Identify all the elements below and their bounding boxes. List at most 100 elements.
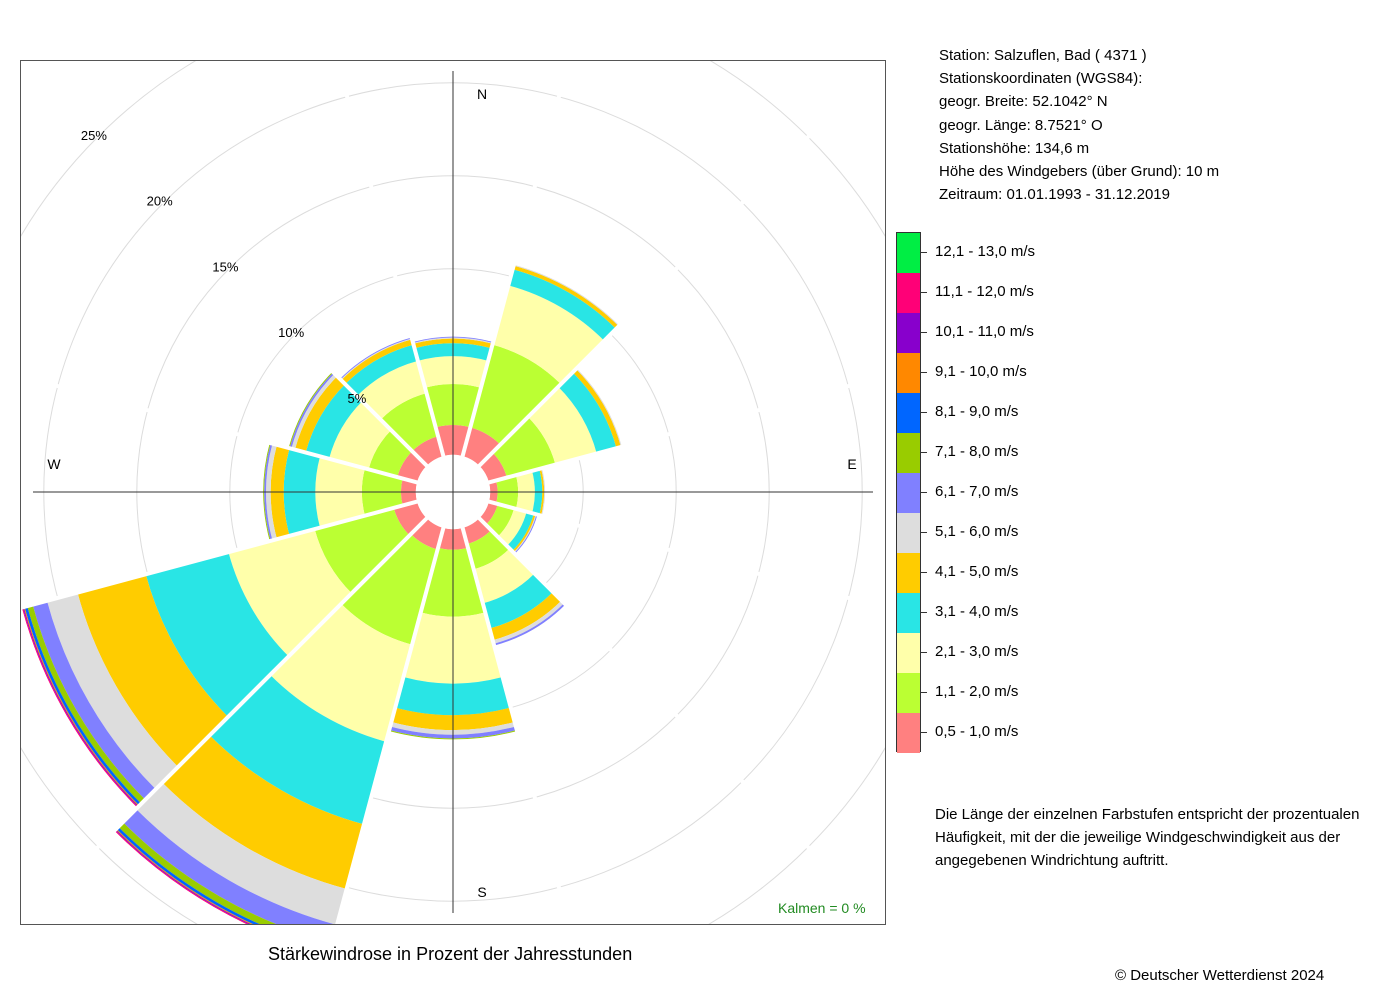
legend-swatch: [897, 593, 920, 633]
legend-label: 11,1 - 12,0 m/s: [935, 283, 1034, 300]
legend-label: 7,1 - 8,0 m/s: [935, 443, 1019, 460]
wind-segment: [492, 600, 565, 644]
legend-swatch: [897, 633, 920, 673]
legend-label: 10,1 - 11,0 m/s: [935, 323, 1034, 340]
sector-gap: [476, 96, 849, 469]
wind-rose-plot-frame: [20, 60, 886, 925]
anemometer-height: Höhe des Windgebers (über Grund): 10 m: [939, 163, 1220, 180]
wind-segment: [541, 468, 546, 516]
wind-segment: [512, 513, 536, 553]
legend-label: 0,5 - 1,0 m/s: [935, 723, 1019, 740]
wind-segment: [413, 338, 493, 349]
wind-segment: [122, 808, 334, 924]
wind-segment: [329, 401, 392, 470]
wind-segment: [380, 393, 439, 452]
legend-label: 4,1 - 5,0 m/s: [935, 563, 1019, 580]
compass-label: W: [47, 456, 61, 472]
sector-gap: [335, 61, 446, 459]
wind-segment: [508, 269, 617, 341]
wind-segment: [314, 507, 410, 594]
wind-segment: [497, 508, 527, 546]
wind-segment: [264, 443, 273, 541]
legend-tick: [921, 292, 927, 293]
wind-segment: [492, 285, 605, 385]
wind-segment: [388, 730, 518, 740]
wind-segment: [489, 591, 562, 641]
wind-segment: [145, 552, 289, 717]
legend-swatch: [897, 473, 920, 513]
wind-segment: [479, 501, 498, 525]
legend-swatch: [897, 233, 920, 273]
wind-segment: [393, 501, 427, 536]
legend-swatch: [897, 513, 920, 553]
legend-tick: [921, 452, 927, 453]
wind-segment: [512, 265, 619, 329]
legend-swatch: [897, 713, 920, 753]
wind-segment: [389, 726, 517, 739]
sector-gap: [57, 96, 430, 469]
copyright: © Deutscher Wetterdienst 2024: [1115, 967, 1325, 984]
wind-segment: [558, 372, 617, 454]
wind-segment: [539, 468, 545, 516]
legend-swatch: [897, 393, 920, 433]
wind-segment: [390, 721, 516, 735]
wind-segment: [266, 443, 277, 541]
legend-label: 12,1 - 13,0 m/s: [935, 243, 1036, 260]
note-line-1: Die Länge der einzelnen Farbstufen entsp…: [935, 806, 1360, 823]
wind-segment: [482, 573, 553, 629]
wind-segment: [270, 603, 413, 742]
sector-gap: [486, 374, 885, 485]
rose-plot-area: [21, 61, 885, 924]
speed-legend: [896, 232, 921, 753]
wind-segment: [263, 442, 271, 542]
station-altitude: Stationshöhe: 134,6 m: [939, 140, 1090, 157]
sector-gap: [486, 499, 885, 610]
compass-label: E: [847, 456, 856, 472]
wind-segment: [291, 373, 338, 450]
station-latitude: geogr. Breite: 52.1042° N: [939, 93, 1108, 110]
station-coordinates-header: Stationskoordinaten (WGS84):: [939, 70, 1143, 87]
legend-tick: [921, 412, 927, 413]
wind-segment: [492, 417, 556, 478]
wind-segment: [412, 336, 494, 343]
station-name: Station: Salzuflen, Bad ( 4371 ): [939, 47, 1147, 64]
sector-gap: [460, 61, 571, 459]
sector-gap: [335, 525, 446, 924]
note-line-3: angegebenen Windrichtung auftritt.: [935, 852, 1169, 869]
legend-tick: [921, 372, 927, 373]
wind-segment: [228, 529, 352, 657]
legend-label: 5,1 - 6,0 m/s: [935, 523, 1019, 540]
station-longitude: geogr. Länge: 8.7521° O: [939, 117, 1103, 134]
wind-segment: [345, 344, 418, 396]
legend-tick: [921, 572, 927, 573]
wind-segment: [162, 735, 364, 890]
radial-tick-label: 15%: [212, 259, 238, 274]
wind-segment: [32, 600, 156, 800]
legend-tick: [921, 612, 927, 613]
legend-swatch: [897, 353, 920, 393]
radial-tick-label: 10%: [278, 325, 304, 340]
legend-swatch: [897, 273, 920, 313]
sector-gap: [21, 374, 420, 485]
legend-swatch: [897, 433, 920, 473]
note-line-2: Häufigkeit, mit der die jeweilige Windge…: [935, 829, 1341, 846]
legend-label: 6,1 - 7,0 m/s: [935, 483, 1019, 500]
wind-segment: [46, 592, 179, 790]
wind-segment: [462, 427, 501, 466]
compass-label: N: [477, 86, 487, 102]
wind-segment: [413, 337, 493, 344]
legend-tick: [921, 252, 927, 253]
legend-tick: [921, 652, 927, 653]
legend-label: 2,1 - 3,0 m/s: [935, 643, 1019, 660]
wind-segment: [572, 369, 621, 449]
sector-gap: [460, 525, 571, 924]
sector-gap: [476, 515, 849, 888]
compass-label: S: [477, 884, 486, 900]
wind-segment: [506, 511, 534, 552]
wind-segment: [356, 360, 427, 420]
legend-tick: [921, 692, 927, 693]
wind-segment: [527, 386, 597, 465]
time-period: Zeitraum: 01.01.1993 - 31.12.2019: [939, 186, 1170, 203]
legend-label: 1,1 - 2,0 m/s: [935, 683, 1019, 700]
